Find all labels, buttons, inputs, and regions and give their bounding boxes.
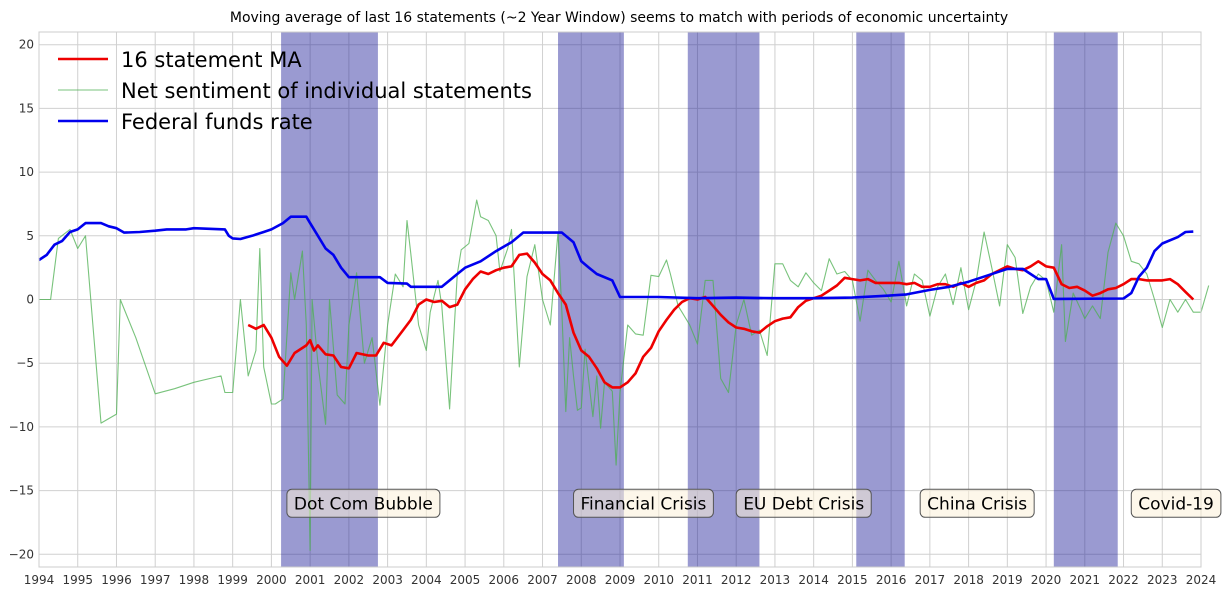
x-tick-label: 2003 [372,573,403,587]
x-tick-label: 1999 [217,573,248,587]
x-tick-label: 2023 [1147,573,1178,587]
legend-label: Net sentiment of individual statements [121,79,532,103]
series-line [38,215,1194,301]
shaded-period [558,32,624,567]
y-tick-label: 0 [26,293,34,307]
x-tick-label: 2019 [992,573,1023,587]
annotation-box [286,488,441,518]
x-tick-label: 1996 [101,573,132,587]
x-tick-label: 1994 [24,573,55,587]
x-tick-label: 2005 [450,573,481,587]
annotation-label: Dot Com Bubble [294,494,433,514]
x-tick-label: 2012 [721,573,752,587]
annotation: Financial Crisis [573,488,714,518]
y-tick-label: 20 [19,38,34,52]
y-tick-label: −5 [16,356,34,370]
annotation: Covid-19 [1130,488,1222,518]
annotation-box [735,488,872,518]
x-tick-label: 2018 [953,573,984,587]
x-tick-label: 2009 [605,573,636,587]
x-tick-label: 1997 [140,573,171,587]
x-tick-label: 2013 [760,573,791,587]
x-tick-label: 2015 [837,573,868,587]
annotation-label: Financial Crisis [581,494,707,514]
annotation: EU Debt Crisis [735,488,872,518]
x-tick-label: 2014 [798,573,829,587]
series-line [247,252,1195,389]
x-tick-label: 2000 [256,573,287,587]
legend-label: 16 statement MA [121,48,302,72]
annotation-box [573,488,714,518]
y-tick-label: 5 [26,229,34,243]
x-tick-label: 2017 [915,573,946,587]
x-tick-label: 2001 [295,573,326,587]
annotation-label: China Crisis [927,494,1027,514]
x-tick-label: 2020 [1031,573,1062,587]
x-tick-label: 2022 [1108,573,1139,587]
annotation: China Crisis [919,488,1035,518]
plot-frame [38,31,1202,568]
shaded-period [856,32,905,567]
x-tick-label: 2011 [682,573,713,587]
annotation-label: EU Debt Crisis [743,494,864,514]
x-tick-label: 2021 [1070,573,1101,587]
annotation-label: Covid-19 [1138,494,1214,514]
legend-label: Federal funds rate [121,110,313,134]
series-lines [38,199,1210,551]
y-tick-label: −15 [9,484,34,498]
annotation-box [919,488,1035,518]
grid [38,32,1202,567]
x-tick-label: 2004 [411,573,442,587]
x-tick-label: 2002 [334,573,365,587]
series-line [39,199,1210,551]
legend: 16 statement MA Net sentiment of individu… [58,48,532,134]
x-tick-label: 2016 [876,573,907,587]
x-tick-label: 1995 [62,573,93,587]
axes: 1994 1995 1996 1997 1998 1999 2000 2001 2002 2003… [9,31,1217,587]
annotation: Dot Com Bubble [286,488,441,518]
x-tick-label: 2008 [566,573,597,587]
chart-title: Moving average of last 16 statements (~2… [230,10,1008,26]
annotation-box [1130,488,1222,518]
x-tick-label: 2010 [643,573,674,587]
y-tick-label: 10 [19,165,34,179]
y-tick-label: 15 [19,101,34,115]
y-tick-label: −20 [9,547,34,561]
y-tick-label: −10 [9,420,34,434]
x-tick-label: 1998 [179,573,210,587]
x-tick-label: 2024 [1186,573,1217,587]
x-tick-label: 2006 [489,573,520,587]
annotations: Dot Com Bubble Financial Crisis EU Debt Cr… [286,488,1222,518]
x-tick-label: 2007 [527,573,558,587]
